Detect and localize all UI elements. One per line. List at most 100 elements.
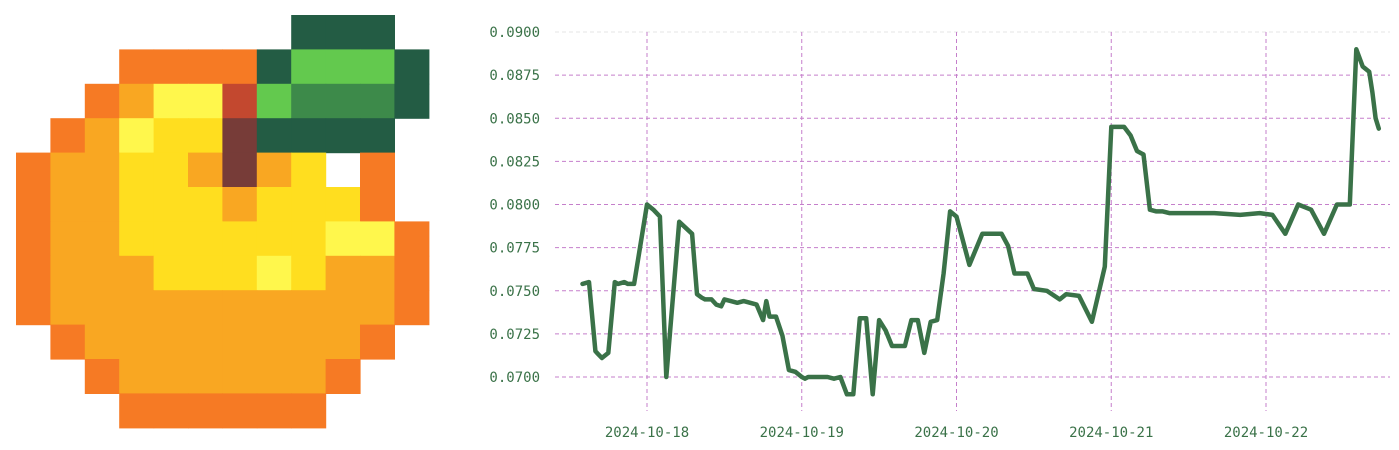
logo-pixel xyxy=(119,187,155,222)
logo-pixel xyxy=(188,290,223,326)
logo-pixel xyxy=(291,83,327,119)
logo-pixel xyxy=(222,49,258,85)
logo-pixel xyxy=(325,15,361,50)
logo-pixel xyxy=(50,290,86,326)
logo-pixel xyxy=(188,118,223,154)
logo-pixel xyxy=(50,221,86,257)
logo-pixel xyxy=(222,152,258,188)
logo-pixel xyxy=(222,221,258,257)
y-tick-label: 0.0775 xyxy=(489,241,540,257)
logo-pixel xyxy=(360,221,395,257)
logo-pixel xyxy=(222,290,258,326)
logo-pixel xyxy=(394,290,430,326)
logo-pixel xyxy=(119,393,155,429)
logo-pixel xyxy=(153,255,189,291)
logo-pixel xyxy=(153,221,189,257)
logo-pixel xyxy=(188,83,223,119)
logo-pixel xyxy=(84,221,120,257)
logo-pixel xyxy=(291,290,327,326)
logo-pixel xyxy=(119,324,155,360)
y-tick-label: 0.0750 xyxy=(489,284,540,300)
y-tick-label: 0.0700 xyxy=(489,370,540,386)
logo-pixel xyxy=(360,290,395,326)
logo-pixel xyxy=(16,152,51,188)
logo-pixel xyxy=(84,83,120,119)
logo-pixel xyxy=(394,255,430,291)
logo-pixel xyxy=(50,118,86,154)
x-tick-label: 2024-10-21 xyxy=(1069,425,1153,441)
logo-pixel xyxy=(188,49,223,85)
logo-pixel xyxy=(256,118,292,154)
chart-series xyxy=(580,47,1382,397)
logo-pixel xyxy=(153,152,189,188)
logo-pixel xyxy=(325,83,361,119)
logo-pixel xyxy=(84,255,120,291)
logo-pixel xyxy=(256,290,292,326)
logo-pixel xyxy=(16,290,51,326)
logo-pixel xyxy=(325,255,361,291)
logo-pixel xyxy=(360,15,395,50)
logo-pixel xyxy=(119,49,155,85)
logo-pixel xyxy=(153,359,189,394)
x-tick-label: 2024-10-22 xyxy=(1224,425,1308,441)
logo-pixel xyxy=(291,152,327,188)
logo-pixel xyxy=(153,324,189,360)
x-axis-ticks: 2024-10-18 2024-10-19 2024-10-20 2024-10-21… xyxy=(605,425,1308,441)
logo-pixel xyxy=(16,255,51,291)
logo-pixel xyxy=(291,359,327,394)
logo-pixel xyxy=(291,118,327,154)
logo-pixel xyxy=(256,255,292,291)
y-tick-label: 0.0875 xyxy=(489,68,540,84)
logo-pixel xyxy=(325,118,361,154)
logo-pixel xyxy=(188,359,223,394)
logo-pixel xyxy=(119,290,155,326)
x-tick-label: 2024-10-20 xyxy=(914,425,998,441)
logo-pixel xyxy=(188,324,223,360)
y-tick-label: 0.0850 xyxy=(489,111,540,127)
series-line xyxy=(580,47,1382,397)
logo-pixel xyxy=(188,255,223,291)
logo-pixel xyxy=(291,324,327,360)
logo-pixel xyxy=(188,393,223,429)
logo-pixel xyxy=(360,49,395,85)
pixel-peach-icon xyxy=(16,15,430,429)
logo-pixel xyxy=(256,324,292,360)
logo-pixel xyxy=(153,290,189,326)
x-tick-label: 2024-10-18 xyxy=(605,425,689,441)
logo-pixel xyxy=(119,359,155,394)
logo-pixel xyxy=(291,255,327,291)
logo-pixel xyxy=(256,359,292,394)
logo-pixel xyxy=(256,393,292,429)
logo-pixel xyxy=(360,83,395,119)
logo-pixel xyxy=(119,152,155,188)
logo-pixel xyxy=(153,83,189,119)
logo-pixel xyxy=(119,83,155,119)
logo-pixel xyxy=(291,49,327,85)
logo-pixel xyxy=(188,187,223,222)
logo-pixel xyxy=(222,83,258,119)
logo-pixel xyxy=(256,187,292,222)
logo-pixel xyxy=(84,187,120,222)
logo-pixel xyxy=(256,221,292,257)
logo-pixel xyxy=(153,187,189,222)
y-axis-ticks: 0.0700 0.0725 0.0750 0.0775 0.0800 0.0825 0.08… xyxy=(489,25,540,386)
logo-pixel xyxy=(222,359,258,394)
logo-pixel xyxy=(256,49,292,85)
logo-pixel xyxy=(360,118,395,154)
logo-pixel xyxy=(16,187,51,222)
logo-pixel xyxy=(153,393,189,429)
y-tick-label: 0.0825 xyxy=(489,154,540,170)
logo-pixel xyxy=(84,359,120,394)
logo-pixel xyxy=(360,324,395,360)
logo-pixel xyxy=(84,118,120,154)
logo-pixel xyxy=(325,187,361,222)
logo-pixel xyxy=(222,118,258,154)
logo-pixel xyxy=(360,187,395,222)
logo-pixel xyxy=(291,393,327,429)
logo-pixel xyxy=(50,152,86,188)
logo-pixel xyxy=(16,221,51,257)
logo-pixel xyxy=(325,324,361,360)
logo-pixel xyxy=(394,221,430,257)
logo-pixel xyxy=(84,324,120,360)
